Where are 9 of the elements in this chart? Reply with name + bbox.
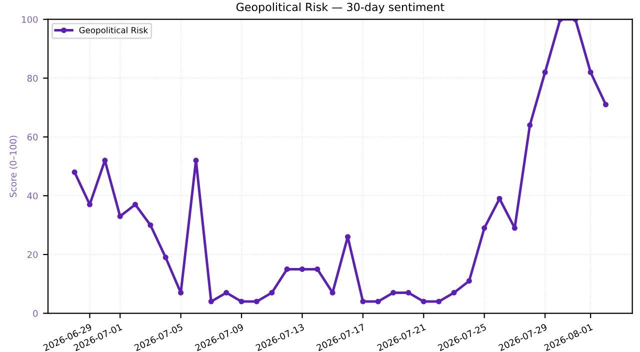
y-tick-label: 40 (27, 192, 38, 200)
y-tick-label: 0 (33, 310, 38, 317)
chart-title: Geopolitical Risk — 30-day sentiment (236, 2, 444, 14)
y-axis-title: Score (0–100) (10, 136, 18, 198)
y-tick-label: 20 (27, 251, 38, 258)
legend-label: Geopolitical Risk (79, 26, 148, 35)
y-tick-label: 100 (22, 16, 38, 23)
y-tick-label: 60 (27, 134, 38, 140)
y-tick-label: 80 (27, 74, 38, 82)
